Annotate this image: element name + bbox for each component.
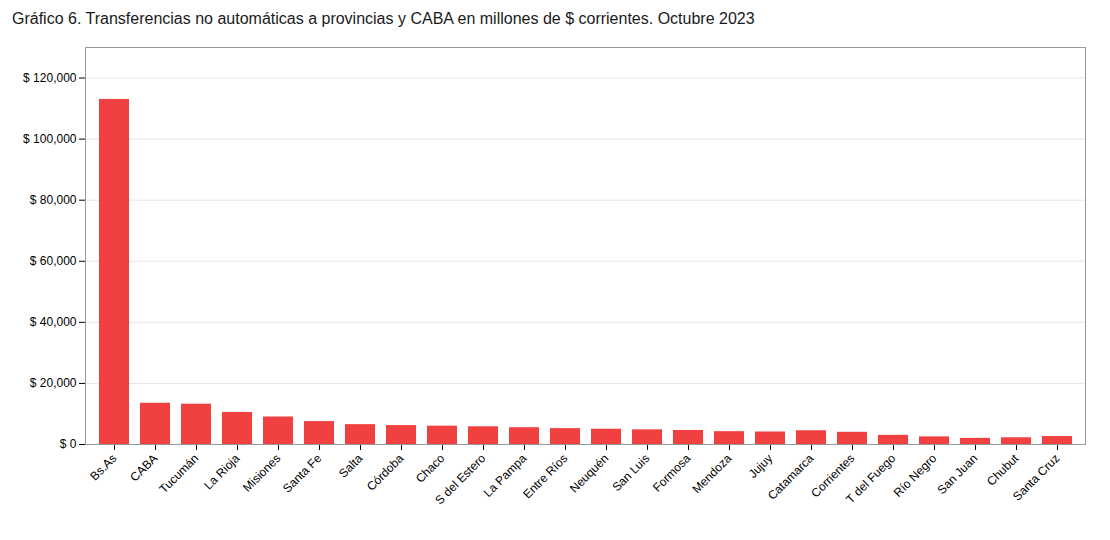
svg-text:Córdoba: Córdoba xyxy=(364,451,407,494)
svg-text:Entre Ríos: Entre Ríos xyxy=(520,451,570,501)
svg-text:Tucumán: Tucumán xyxy=(156,451,201,496)
svg-text:Salta: Salta xyxy=(336,451,365,480)
svg-text:$ 100,000: $ 100,000 xyxy=(23,132,77,146)
svg-text:$ 20,000: $ 20,000 xyxy=(30,376,77,390)
svg-text:$ 0: $ 0 xyxy=(60,437,77,451)
svg-text:La Rioja: La Rioja xyxy=(201,451,242,492)
svg-text:Mendoza: Mendoza xyxy=(690,451,735,496)
svg-text:Catamarca: Catamarca xyxy=(765,451,817,503)
svg-text:$ 60,000: $ 60,000 xyxy=(30,254,77,268)
svg-text:Chubut: Chubut xyxy=(984,451,1022,489)
svg-text:Corrientes: Corrientes xyxy=(808,451,858,501)
html-text:Gráfico 6. Transferencias no a: Gráfico 6. Transferencias no automáticas… xyxy=(12,10,755,27)
svg-text:$ 120,000: $ 120,000 xyxy=(23,71,77,85)
svg-text:Formosa: Formosa xyxy=(650,451,694,495)
svg-text:San Juan: San Juan xyxy=(935,451,981,497)
svg-text:Jujuy: Jujuy xyxy=(746,451,776,481)
svg-text:T del Fuego: T del Fuego xyxy=(843,451,898,506)
svg-text:Neuquén: Neuquén xyxy=(567,451,611,495)
svg-text:Río Negro: Río Negro xyxy=(891,451,940,500)
svg-text:Santa Fe: Santa Fe xyxy=(280,451,325,496)
svg-text:CABA: CABA xyxy=(127,451,160,484)
svg-text:Misiones: Misiones xyxy=(240,451,283,494)
svg-text:San Luis: San Luis xyxy=(609,451,652,494)
svg-text:Chaco: Chaco xyxy=(413,451,448,486)
svg-text:$ 40,000: $ 40,000 xyxy=(30,315,77,329)
svg-text:S del Estero: S del Estero xyxy=(432,451,488,507)
svg-text:Santa Cruz: Santa Cruz xyxy=(1010,451,1062,503)
svg-text:$ 80,000: $ 80,000 xyxy=(30,193,77,207)
svg-text:La Pampa: La Pampa xyxy=(480,451,530,500)
svg-text:Bs.As: Bs.As xyxy=(87,451,119,483)
